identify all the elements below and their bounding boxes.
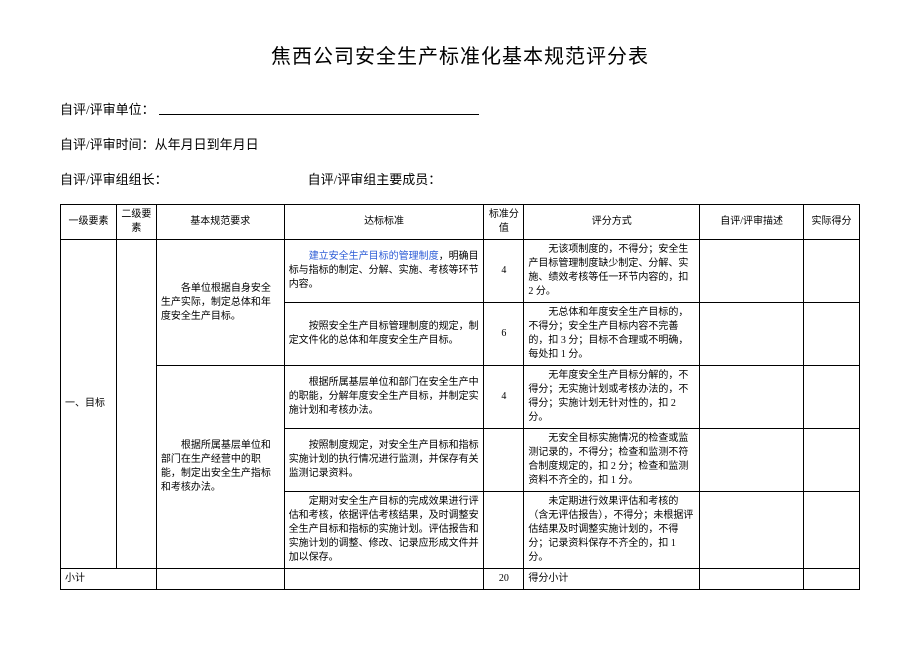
cell-desc-2 <box>700 303 804 366</box>
table-header-row: 一级要素 二级要素 基本规范要求 达标标准 标准分值 评分方式 自评/评审描述 … <box>61 205 860 240</box>
cell-actual-1 <box>804 240 860 303</box>
cell-desc-5 <box>700 492 804 569</box>
th-score: 标准分值 <box>484 205 524 240</box>
cell-actual-3 <box>804 366 860 429</box>
th-standard: 达标标准 <box>284 205 484 240</box>
cell-score-2: 6 <box>484 303 524 366</box>
subtotal-method: 得分小计 <box>524 569 700 590</box>
th-level2: 二级要素 <box>116 205 156 240</box>
cell-std-5: 定期对安全生产目标的完成效果进行评估和考核，依据评估考核结果，及时调整安全生产目… <box>284 492 484 569</box>
subtotal-std <box>284 569 484 590</box>
cell-score-5 <box>484 492 524 569</box>
subtotal-actual <box>804 569 860 590</box>
cell-method-4: 无安全目标实施情况的检查或监测记录的，不得分；检查和监测不符合制度规定的，扣 2… <box>524 429 700 492</box>
meta-unit-row: 自评/评审单位： <box>60 99 860 118</box>
cell-std-2: 按照安全生产目标管理制度的规定，制定文件化的总体和年度安全生产目标。 <box>284 303 484 366</box>
cell-method-1: 无该项制度的，不得分；安全生产目标管理制度缺少制定、分解、实施、绩效考核等任一环… <box>524 240 700 303</box>
meta-leader-label: 自评/评审组组长： <box>60 169 168 188</box>
meta-time-value: 从年月日到年月日 <box>155 134 259 153</box>
cell-method-5: 未定期进行效果评估和考核的（含无评估报告），不得分；未根据评估结果及时调整实施计… <box>524 492 700 569</box>
meta-time-row: 自评/评审时间： 从年月日到年月日 <box>60 134 860 153</box>
cell-actual-4 <box>804 429 860 492</box>
cell-level1: 一、目标 <box>61 240 117 569</box>
th-method: 评分方式 <box>524 205 700 240</box>
cell-score-1: 4 <box>484 240 524 303</box>
cell-actual-5 <box>804 492 860 569</box>
cell-req-3: 根据所属基层单位和部门在生产经营中的职能，制定出安全生产指标和考核办法。 <box>156 366 284 569</box>
subtotal-req <box>156 569 284 590</box>
cell-desc-4 <box>700 429 804 492</box>
cell-req-1: 各单位根据自身安全生产实际，制定总体和年度安全生产目标。 <box>156 240 284 366</box>
scoring-table: 一级要素 二级要素 基本规范要求 达标标准 标准分值 评分方式 自评/评审描述 … <box>60 204 860 590</box>
cell-std-3: 根据所属基层单位和部门在安全生产中的职能，分解年度安全生产目标，并制定实施计划和… <box>284 366 484 429</box>
cell-score-3: 4 <box>484 366 524 429</box>
cell-std-4: 按照制度规定，对安全生产目标和指标实施计划的执行情况进行监测，并保存有关监测记录… <box>284 429 484 492</box>
cell-desc-3 <box>700 366 804 429</box>
th-actual: 实际得分 <box>804 205 860 240</box>
th-requirement: 基本规范要求 <box>156 205 284 240</box>
th-level1: 一级要素 <box>61 205 117 240</box>
cell-method-3: 无年度安全生产目标分解的，不得分；无实施计划或考核办法的，不得分；实施计划无针对… <box>524 366 700 429</box>
subtotal-row: 小计 20 得分小计 <box>61 569 860 590</box>
cell-std-1: 建立安全生产目标的管理制度，明确目标与指标的制定、分解、实施、考核等环节内容。 <box>284 240 484 303</box>
meta-unit-field <box>159 99 479 115</box>
th-desc: 自评/评审描述 <box>700 205 804 240</box>
page-title: 焦西公司安全生产标准化基本规范评分表 <box>60 40 860 69</box>
meta-unit-label: 自评/评审单位： <box>60 99 155 118</box>
cell-desc-1 <box>700 240 804 303</box>
cell-actual-2 <box>804 303 860 366</box>
subtotal-desc <box>700 569 804 590</box>
std-blue-text: 建立安全生产目标的管理制度 <box>309 251 439 262</box>
subtotal-label: 小计 <box>61 569 157 590</box>
meta-time-label: 自评/评审时间： <box>60 134 155 153</box>
meta-members-label: 自评/评审组主要成员： <box>308 169 442 188</box>
cell-level2 <box>116 240 156 569</box>
subtotal-score: 20 <box>484 569 524 590</box>
cell-score-4 <box>484 429 524 492</box>
table-row: 一、目标 各单位根据自身安全生产实际，制定总体和年度安全生产目标。 建立安全生产… <box>61 240 860 303</box>
cell-method-2: 无总体和年度安全生产目标的，不得分；安全生产目标内容不完善的，扣 3 分；目标不… <box>524 303 700 366</box>
meta-leader-row: 自评/评审组组长： 自评/评审组主要成员： <box>60 169 860 188</box>
table-row: 根据所属基层单位和部门在生产经营中的职能，制定出安全生产指标和考核办法。 根据所… <box>61 366 860 429</box>
